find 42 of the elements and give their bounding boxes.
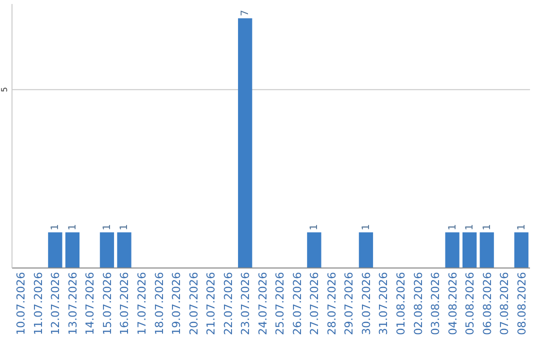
data-label: 1 — [482, 224, 493, 230]
x-tick-label: 25.07.2026 — [274, 272, 287, 335]
x-tick-label: 27.07.2026 — [308, 272, 322, 335]
x-tick-label: 23.07.2026 — [239, 272, 252, 335]
x-tick-label: 11.07.2026 — [32, 272, 45, 335]
x-tick-label: 24.07.2026 — [256, 272, 270, 335]
x-tick-label: 01.08.2026 — [394, 272, 408, 335]
data-label: 1 — [516, 224, 528, 230]
x-tick-label: 18.07.2026 — [152, 272, 166, 335]
data-label: 1 — [67, 224, 78, 230]
x-tick-label: 12.07.2026 — [49, 272, 62, 335]
x-tick-label: 07.08.2026 — [498, 272, 512, 335]
x-tick-label: 14.07.2026 — [84, 272, 97, 335]
x-tick-label: 29.07.2026 — [342, 272, 356, 335]
x-tick-label: 22.07.2026 — [222, 272, 235, 335]
x-tick-label: 26.07.2026 — [290, 272, 304, 335]
data-label: 1 — [50, 224, 62, 230]
data-label: 1 — [447, 224, 458, 230]
data-label: 1 — [309, 224, 320, 230]
x-tick-label: 04.08.2026 — [446, 272, 460, 335]
x-tick-label: 20.07.2026 — [187, 272, 200, 335]
x-tick-label: 19.07.2026 — [170, 272, 184, 335]
data-label: 7 — [240, 10, 252, 16]
x-tick-label: 08.08.2026 — [515, 272, 528, 335]
data-label: 1 — [464, 224, 476, 230]
x-tick-label: 05.08.2026 — [464, 272, 477, 335]
y-tick-label: 5 — [0, 87, 9, 92]
x-tick-label: 02.08.2026 — [412, 272, 425, 335]
x-tick-label: 10.07.2026 — [14, 272, 28, 335]
x-tick-label: 03.08.2026 — [429, 272, 442, 335]
x-tick-label: 31.07.2026 — [377, 272, 390, 335]
x-tick-label: 28.07.2026 — [325, 272, 338, 335]
x-tick-label: 16.07.2026 — [118, 272, 132, 335]
data-label: 1 — [119, 224, 130, 230]
data-label: 1 — [360, 224, 372, 230]
x-tick-label: 06.08.2026 — [480, 272, 494, 335]
x-tick-label: 13.07.2026 — [66, 272, 80, 335]
x-tick-label: 30.07.2026 — [360, 272, 373, 335]
data-label: 1 — [102, 224, 113, 230]
x-tick-label: 17.07.2026 — [136, 272, 148, 335]
x-tick-label: 21.07.2026 — [204, 272, 218, 335]
x-tick-label: 15.07.2026 — [100, 272, 114, 335]
